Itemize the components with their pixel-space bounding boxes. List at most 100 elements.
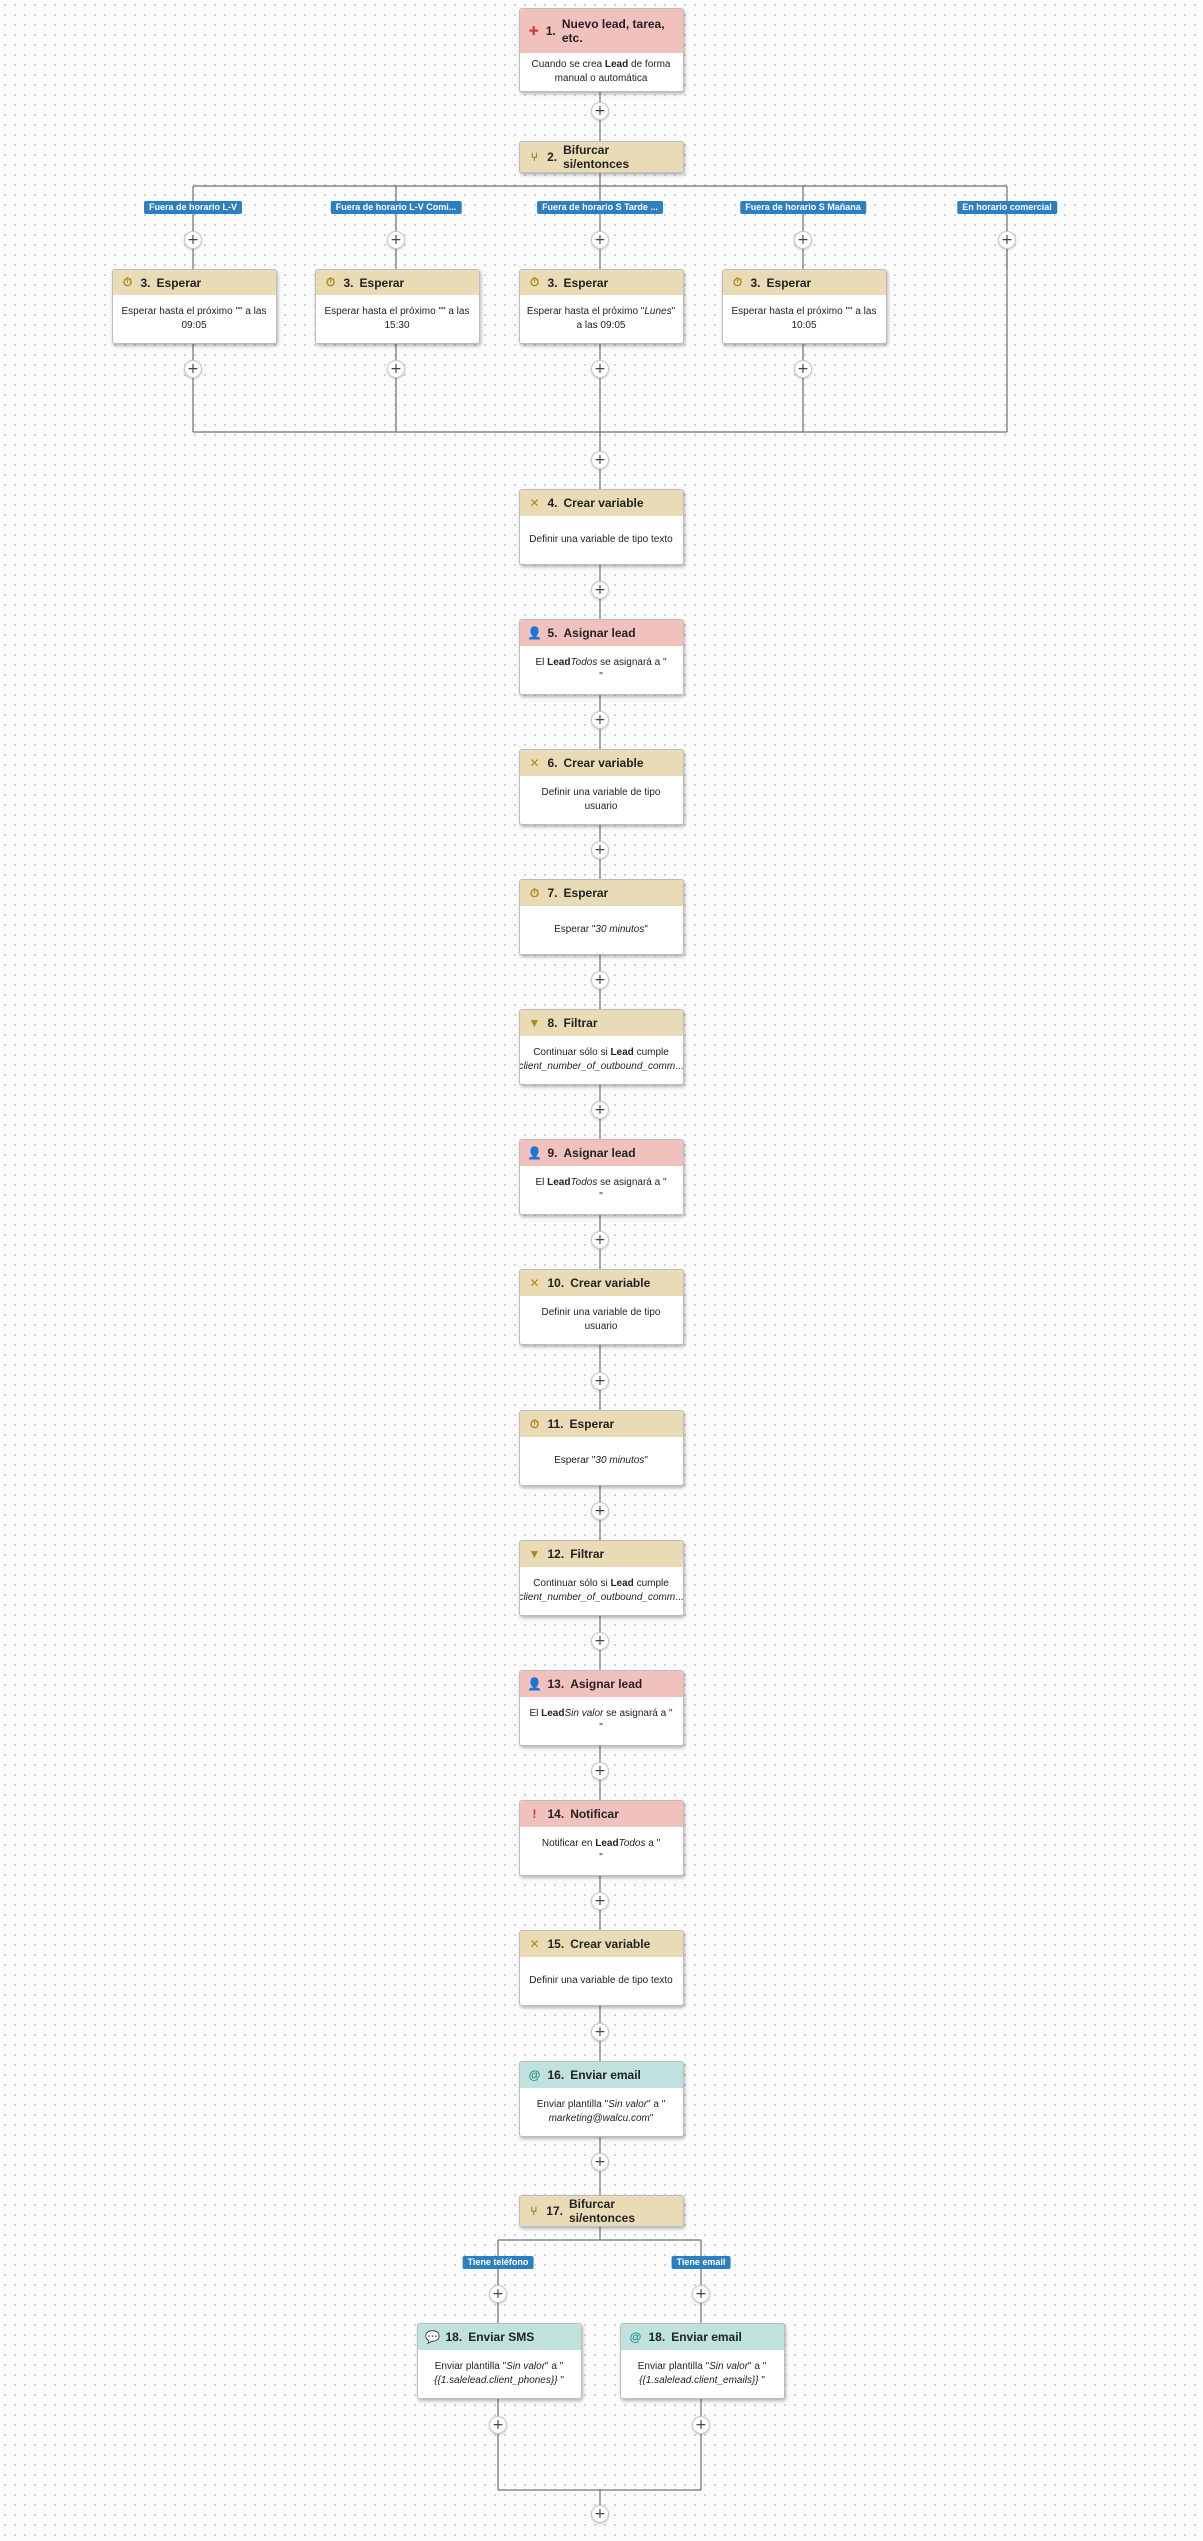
step-node-n16[interactable]: @16. Enviar email Enviar plantilla "Sin va… (518, 2061, 684, 2137)
step-header[interactable]: ⏱ 3. Esperar (519, 270, 683, 295)
step-header[interactable]: @16. Enviar email (519, 2062, 683, 2088)
alert-icon: ! (532, 1807, 537, 1821)
step-node-n7[interactable]: ⏱ 7. Esperar Esperar "30 minutos" (518, 879, 684, 955)
step-node-n15[interactable]: ✕ 15. Crear variable Definir una variable d… (518, 1930, 684, 2006)
add-step-button[interactable]: + (692, 2416, 710, 2434)
step-number: 3. (547, 275, 558, 290)
step-node-n1[interactable]: ✚ 1. Nuevo lead, tarea, etc. Cuando se crea… (518, 8, 684, 92)
step-header[interactable]: ✕ 15. Crear variable (519, 1931, 683, 1957)
step-node-n2[interactable]: ⑂ 2. Bifurcar si/entonces (518, 141, 684, 173)
add-step-button[interactable]: + (591, 2153, 609, 2171)
description-post2: " (599, 1191, 603, 1202)
step-description: Enviar plantilla "Sin valor" a " marketin… (520, 2088, 683, 2136)
add-step-button[interactable]: + (591, 231, 609, 249)
add-step-button[interactable]: + (591, 971, 609, 989)
add-step-button[interactable]: + (794, 231, 812, 249)
step-header[interactable]: ▼ 12. Filtrar (519, 1541, 683, 1567)
step-header[interactable]: ⏱ 3. Esperar (722, 270, 886, 295)
step-node-n10[interactable]: ✕ 10. Crear variable Definir una variable d… (518, 1269, 684, 1345)
add-step-button[interactable]: + (591, 841, 609, 859)
step-header[interactable]: ⏱ 3. Esperar (112, 270, 276, 295)
step-header[interactable]: ⏱ 11. Esperar (519, 1411, 683, 1437)
step-node-n11[interactable]: ⏱ 11. Esperar Esperar "30 minutos" (518, 1410, 684, 1486)
add-step-button[interactable]: + (591, 711, 609, 729)
step-header[interactable]: ✕ 6. Crear variable (519, 750, 683, 776)
description-ital: Sin valor (608, 2099, 648, 2110)
step-number: 11. (547, 1417, 564, 1431)
step-header[interactable]: ⑂ 17. Bifurcar si/entonces (519, 2196, 683, 2226)
step-node-n6[interactable]: ✕ 6. Crear variable Definir una variable de… (518, 749, 684, 825)
user-icon: 👤 (527, 1677, 542, 1691)
branch-label-b3[interactable]: Fuera de horario S Tarde ... (537, 201, 663, 214)
timer-icon: ⏱ (122, 275, 133, 289)
add-step-button[interactable]: + (794, 360, 812, 378)
plus-icon: ✚ (528, 24, 539, 38)
add-step-button[interactable]: + (489, 2416, 507, 2434)
step-header[interactable]: ⏱ 7. Esperar (519, 880, 683, 906)
add-step-button[interactable]: + (591, 1762, 609, 1780)
description-pre: El (529, 1708, 542, 1719)
add-step-button[interactable]: + (591, 1502, 609, 1520)
step-header[interactable]: 👤 13. Asignar lead (519, 1671, 683, 1697)
step-node-n18a[interactable]: 💬 18. Enviar SMS Enviar plantilla "Sin valo… (416, 2323, 582, 2399)
branch-label-b4[interactable]: Fuera de horario S Mañana (740, 201, 866, 214)
add-step-button[interactable]: + (591, 1101, 609, 1119)
add-step-button[interactable]: + (591, 1372, 609, 1390)
step-node-n3b[interactable]: ⏱ 3. Esperar Esperar hasta el próximo "" a … (314, 269, 480, 344)
step-header[interactable]: ! 14. Notificar (519, 1801, 683, 1827)
add-step-button[interactable]: + (591, 2023, 609, 2041)
step-node-n17[interactable]: ⑂ 17. Bifurcar si/entonces (518, 2195, 684, 2227)
description-bold: Lead (595, 1838, 619, 1849)
add-step-button[interactable]: + (591, 102, 609, 120)
add-step-button[interactable]: + (184, 231, 202, 249)
step-header[interactable]: ⏱ 3. Esperar (315, 270, 479, 295)
step-node-n4[interactable]: ✕ 4. Crear variable Definir una variable de… (518, 489, 684, 565)
step-node-n13[interactable]: 👤 13. Asignar lead El LeadSin valor se asig… (518, 1670, 684, 1746)
add-step-button[interactable]: + (489, 2285, 507, 2303)
step-node-n3a[interactable]: ⏱ 3. Esperar Esperar hasta el próximo "" a … (111, 269, 277, 344)
add-step-button[interactable]: + (591, 1632, 609, 1650)
add-step-button[interactable]: + (692, 2285, 710, 2303)
timer-icon: ⏱ (325, 275, 336, 289)
description-ital: 30 minutos (595, 1455, 645, 1466)
add-step-button[interactable]: + (387, 231, 405, 249)
description-bold: Lead (547, 657, 571, 668)
add-step-button[interactable]: + (387, 360, 405, 378)
branch-label-c2[interactable]: Tiene email (671, 2256, 731, 2269)
branch-label-c1[interactable]: Tiene teléfono (462, 2256, 534, 2269)
step-node-n18b[interactable]: @18. Enviar email Enviar plantilla "Sin va… (619, 2323, 785, 2399)
step-node-n14[interactable]: ! 14. Notificar Notificar en LeadTodos a " " (518, 1800, 684, 1876)
add-step-button[interactable]: + (591, 1231, 609, 1249)
step-description: El LeadTodos se asignará a " " (520, 646, 683, 694)
step-header[interactable]: @18. Enviar email (620, 2324, 784, 2350)
description-post2: " (557, 2375, 564, 2386)
branch-label-b5[interactable]: En horario comercial (957, 201, 1057, 214)
description-post: " a " (647, 2099, 666, 2110)
step-number: 18. (445, 2330, 463, 2344)
step-header[interactable]: ✕ 4. Crear variable (519, 490, 683, 516)
step-node-n3d[interactable]: ⏱ 3. Esperar Esperar hasta el próximo "" a … (721, 269, 887, 344)
step-header[interactable]: ✕ 10. Crear variable (519, 1270, 683, 1296)
branch-label-b2[interactable]: Fuera de horario L-V Comi... (330, 201, 462, 214)
step-node-n9[interactable]: 👤 9. Asignar lead El LeadTodos se asignará … (518, 1139, 684, 1215)
add-step-button[interactable]: + (998, 231, 1016, 249)
add-step-button[interactable]: + (591, 2505, 609, 2523)
step-node-n8[interactable]: ▼ 8. Filtrar Continuar sólo si Lead cumple c… (518, 1009, 684, 1085)
step-header[interactable]: ▼ 8. Filtrar (519, 1010, 683, 1036)
step-header[interactable]: 👤 5. Asignar lead (519, 620, 683, 646)
step-node-n5[interactable]: 👤 5. Asignar lead El LeadTodos se asignará … (518, 619, 684, 695)
step-header[interactable]: ✚ 1. Nuevo lead, tarea, etc. (519, 9, 683, 53)
description-pre: Esperar " (554, 1455, 596, 1466)
step-node-n3c[interactable]: ⏱ 3. Esperar Esperar hasta el próximo "Lune… (518, 269, 684, 344)
add-step-button[interactable]: + (591, 1892, 609, 1910)
add-step-button[interactable]: + (591, 581, 609, 599)
step-header[interactable]: ⑂ 2. Bifurcar si/entonces (519, 142, 683, 172)
step-header[interactable]: 👤 9. Asignar lead (519, 1140, 683, 1166)
add-step-button[interactable]: + (591, 360, 609, 378)
add-step-button[interactable]: + (591, 451, 609, 469)
step-node-n12[interactable]: ▼ 12. Filtrar Continuar sólo si Lead cumple… (518, 1540, 684, 1616)
branch-label-b1[interactable]: Fuera de horario L-V (143, 201, 243, 214)
add-step-button[interactable]: + (184, 360, 202, 378)
step-header[interactable]: 💬 18. Enviar SMS (417, 2324, 581, 2350)
